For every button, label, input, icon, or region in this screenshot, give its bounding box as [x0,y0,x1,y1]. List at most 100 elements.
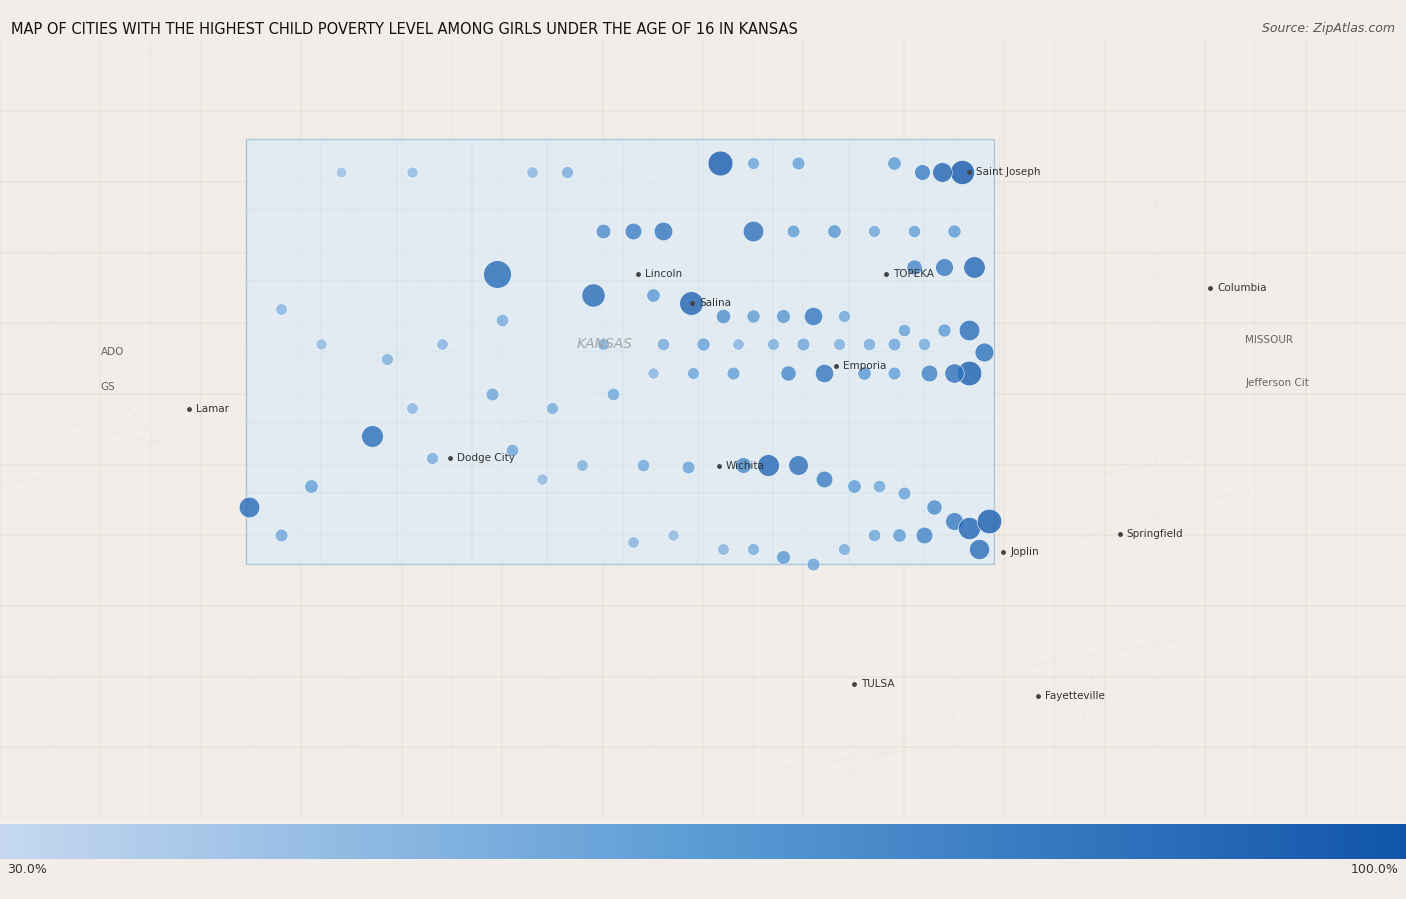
Point [903,260,925,274]
Point [360,429,382,443]
Point [330,165,353,179]
Point [709,156,731,171]
Point [679,297,702,311]
Text: Fayetteville: Fayetteville [1046,691,1105,701]
Text: KANSAS: KANSAS [576,337,633,352]
Point [778,366,800,380]
Point [832,542,855,556]
Point [270,302,292,316]
Point [375,352,398,366]
Text: MAP OF CITIES WITH THE HIGHEST CHILD POVERTY LEVEL AMONG GIRLS UNDER THE AGE OF : MAP OF CITIES WITH THE HIGHEST CHILD POV… [11,22,799,38]
Text: TULSA: TULSA [860,679,894,689]
Point [827,337,849,352]
Point [963,260,986,274]
Point [486,266,509,280]
Point [762,337,785,352]
Point [967,542,990,556]
Point [957,323,980,337]
Point [662,528,685,542]
Text: Wichita: Wichita [725,461,765,471]
Point [592,224,614,238]
Point [541,401,564,415]
Point [682,366,704,380]
Point [911,165,934,179]
Text: Springfield: Springfield [1126,529,1184,539]
Point [883,156,905,171]
Point [931,165,953,179]
Point [557,165,579,179]
Point [813,366,835,380]
Text: MISSOUR: MISSOUR [1246,335,1294,345]
Bar [246,139,994,564]
Point [727,337,749,352]
Point [481,387,503,401]
Point [932,323,955,337]
Text: ADO: ADO [100,346,124,357]
Point [943,366,966,380]
Point [893,485,915,500]
Point [922,500,945,514]
Point [862,528,884,542]
Point [803,309,825,324]
Point [823,224,845,238]
Point [733,458,755,472]
Point [299,478,322,493]
Point [621,224,644,238]
Point [238,500,260,514]
Point [918,366,941,380]
Text: Jefferson Cit: Jefferson Cit [1246,378,1309,387]
Point [602,387,624,401]
Text: Joplin: Joplin [1011,547,1039,557]
Point [592,337,614,352]
Point [581,288,603,302]
Point [858,337,880,352]
Point [883,337,905,352]
Point [430,337,453,352]
Point [842,478,865,493]
Point [903,224,925,238]
Text: 100.0%: 100.0% [1351,863,1399,876]
Point [792,337,814,352]
Point [531,472,554,486]
Point [742,309,765,324]
Point [711,542,734,556]
Point [621,535,644,549]
Point [868,478,890,493]
Point [787,458,810,472]
Point [401,401,423,415]
Text: GS: GS [100,382,115,392]
Point [522,165,544,179]
Point [270,528,292,542]
Point [311,337,333,352]
Text: Source: ZipAtlas.com: Source: ZipAtlas.com [1261,22,1395,35]
Point [943,224,966,238]
Point [641,288,664,302]
Text: 30.0%: 30.0% [7,863,46,876]
Text: TOPEKA: TOPEKA [893,269,934,279]
Point [401,165,423,179]
Point [420,450,443,465]
Point [692,337,714,352]
Point [893,323,915,337]
Text: Lincoln: Lincoln [645,269,682,279]
Point [491,313,513,327]
Point [862,224,884,238]
Point [957,366,980,380]
Text: Lamar: Lamar [195,405,229,414]
Text: Emporia: Emporia [842,360,886,370]
Point [721,366,744,380]
Point [676,460,699,475]
Point [742,156,765,171]
Point [756,458,779,472]
Point [631,458,654,472]
Point [651,337,673,352]
Point [943,514,966,529]
Text: Saint Joseph: Saint Joseph [976,167,1040,177]
Point [957,521,980,536]
Point [711,309,734,324]
Text: Salina: Salina [699,298,731,308]
Point [832,309,855,324]
Point [803,556,825,571]
Point [501,443,523,458]
Point [912,337,935,352]
